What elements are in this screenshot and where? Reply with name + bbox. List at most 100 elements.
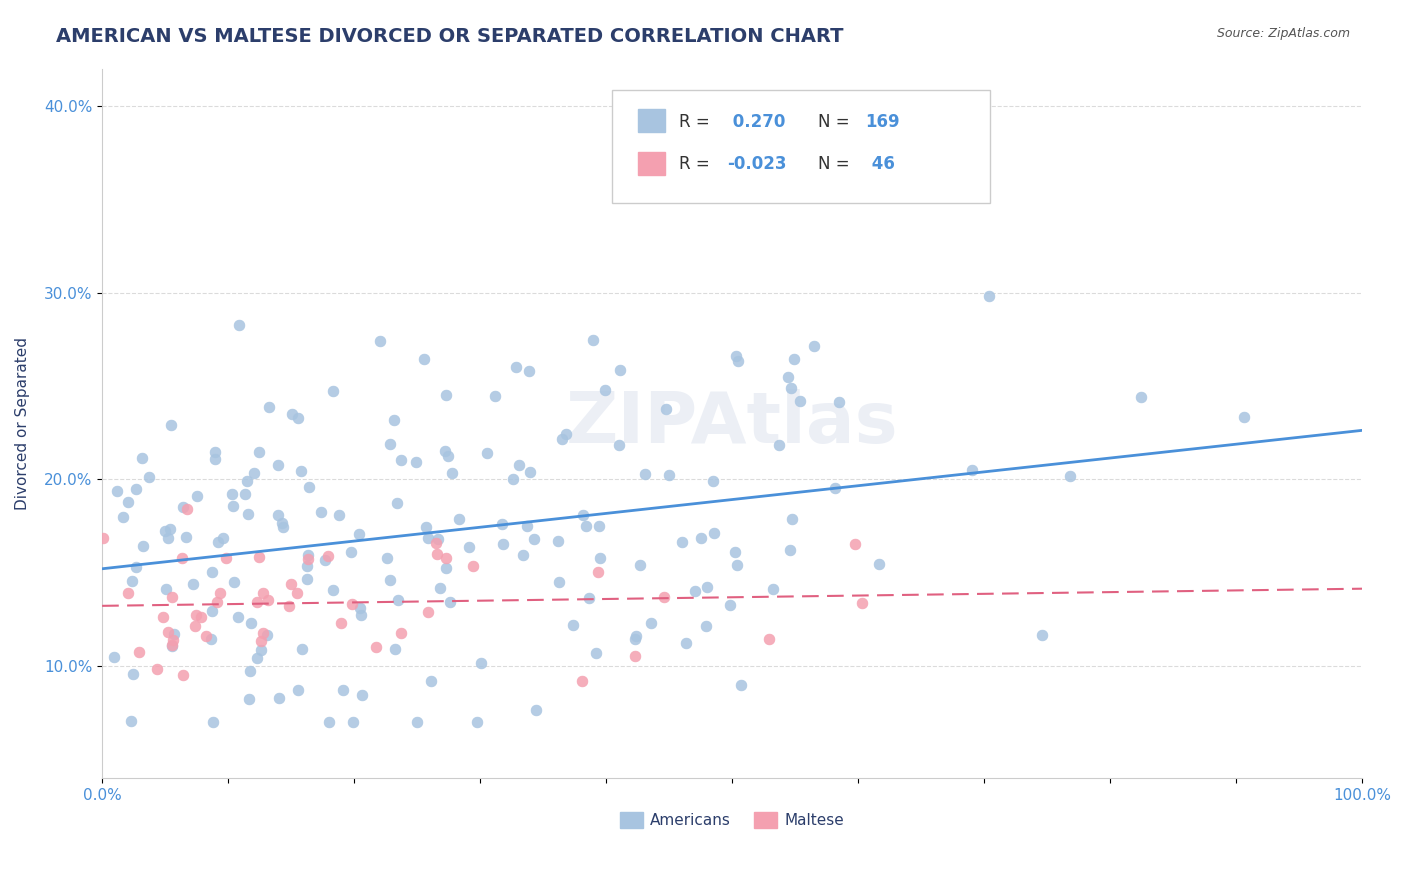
Point bbox=[589, 550, 612, 565]
Point bbox=[588, 518, 610, 533]
Point bbox=[120, 714, 142, 728]
Point bbox=[508, 458, 530, 472]
Point bbox=[267, 691, 290, 706]
Point bbox=[190, 609, 212, 624]
Point bbox=[869, 557, 891, 571]
Point bbox=[593, 383, 616, 397]
Point bbox=[205, 595, 228, 609]
Point bbox=[979, 289, 1001, 303]
Point bbox=[1129, 390, 1152, 404]
Point bbox=[228, 318, 250, 332]
Point bbox=[575, 519, 598, 533]
Point bbox=[202, 714, 225, 729]
Point bbox=[222, 500, 245, 514]
Point bbox=[256, 592, 278, 607]
Text: -0.023: -0.023 bbox=[727, 155, 786, 173]
Point bbox=[551, 432, 574, 446]
Text: AMERICAN VS MALTESE DIVORCED OR SEPARATED CORRELATION CHART: AMERICAN VS MALTESE DIVORCED OR SEPARATE… bbox=[56, 27, 844, 45]
Point bbox=[291, 642, 314, 657]
Point bbox=[233, 486, 256, 500]
Point bbox=[434, 443, 457, 458]
Point bbox=[162, 633, 184, 648]
Point bbox=[322, 583, 344, 598]
Point bbox=[236, 475, 259, 489]
Point bbox=[724, 545, 747, 559]
Point bbox=[322, 384, 344, 398]
Point bbox=[675, 635, 697, 649]
Point bbox=[156, 624, 179, 639]
Point bbox=[425, 547, 447, 561]
Point bbox=[162, 590, 184, 604]
Point bbox=[492, 536, 515, 550]
Point bbox=[406, 715, 429, 730]
Point bbox=[548, 574, 571, 589]
Point bbox=[780, 512, 803, 526]
Point bbox=[212, 531, 235, 545]
Point bbox=[779, 542, 801, 557]
Point bbox=[384, 642, 406, 657]
Point bbox=[222, 575, 245, 590]
Point bbox=[437, 449, 460, 463]
Point bbox=[447, 512, 470, 526]
Point bbox=[658, 468, 681, 483]
Point bbox=[470, 656, 492, 670]
Point bbox=[582, 334, 605, 348]
Point bbox=[368, 334, 391, 348]
Point bbox=[297, 548, 319, 562]
Point bbox=[960, 463, 983, 477]
Point bbox=[295, 558, 318, 573]
Point bbox=[516, 518, 538, 533]
Point bbox=[585, 646, 607, 660]
Point bbox=[160, 639, 183, 653]
Point bbox=[350, 607, 373, 622]
Point bbox=[221, 487, 243, 501]
Text: 0.270: 0.270 bbox=[727, 112, 786, 131]
Point bbox=[588, 565, 610, 579]
Point bbox=[330, 615, 353, 630]
Point bbox=[803, 339, 825, 353]
Point bbox=[124, 482, 146, 496]
Point bbox=[207, 535, 229, 549]
Point bbox=[380, 574, 402, 588]
Point bbox=[683, 583, 706, 598]
Point bbox=[214, 550, 236, 565]
Point bbox=[851, 596, 873, 610]
FancyBboxPatch shape bbox=[613, 90, 990, 203]
Point bbox=[250, 633, 273, 648]
Point bbox=[387, 592, 409, 607]
Point bbox=[209, 586, 232, 600]
Point bbox=[117, 495, 139, 509]
Point bbox=[201, 604, 224, 618]
Text: R =: R = bbox=[679, 155, 716, 173]
Point bbox=[204, 445, 226, 459]
Point bbox=[491, 517, 513, 532]
Point bbox=[702, 474, 724, 488]
Point bbox=[418, 605, 440, 619]
Point bbox=[172, 668, 194, 682]
Point bbox=[252, 625, 274, 640]
Point bbox=[762, 582, 785, 596]
Point bbox=[239, 616, 262, 631]
Point bbox=[316, 549, 339, 563]
Point bbox=[342, 715, 364, 730]
Point bbox=[204, 452, 226, 467]
Point bbox=[628, 558, 651, 573]
Point bbox=[128, 645, 150, 659]
Point bbox=[727, 353, 749, 368]
Point bbox=[131, 450, 153, 465]
Point bbox=[132, 539, 155, 553]
Point bbox=[364, 640, 387, 654]
Point bbox=[434, 388, 457, 402]
Point bbox=[121, 666, 143, 681]
Point bbox=[389, 452, 412, 467]
Point bbox=[181, 577, 204, 591]
Point bbox=[340, 598, 363, 612]
Text: R =: R = bbox=[679, 112, 716, 131]
Point bbox=[415, 520, 437, 534]
Point bbox=[426, 532, 449, 546]
Point bbox=[789, 393, 811, 408]
Point bbox=[512, 548, 534, 562]
Point bbox=[246, 595, 269, 609]
Point bbox=[156, 531, 179, 545]
Point bbox=[436, 550, 458, 565]
